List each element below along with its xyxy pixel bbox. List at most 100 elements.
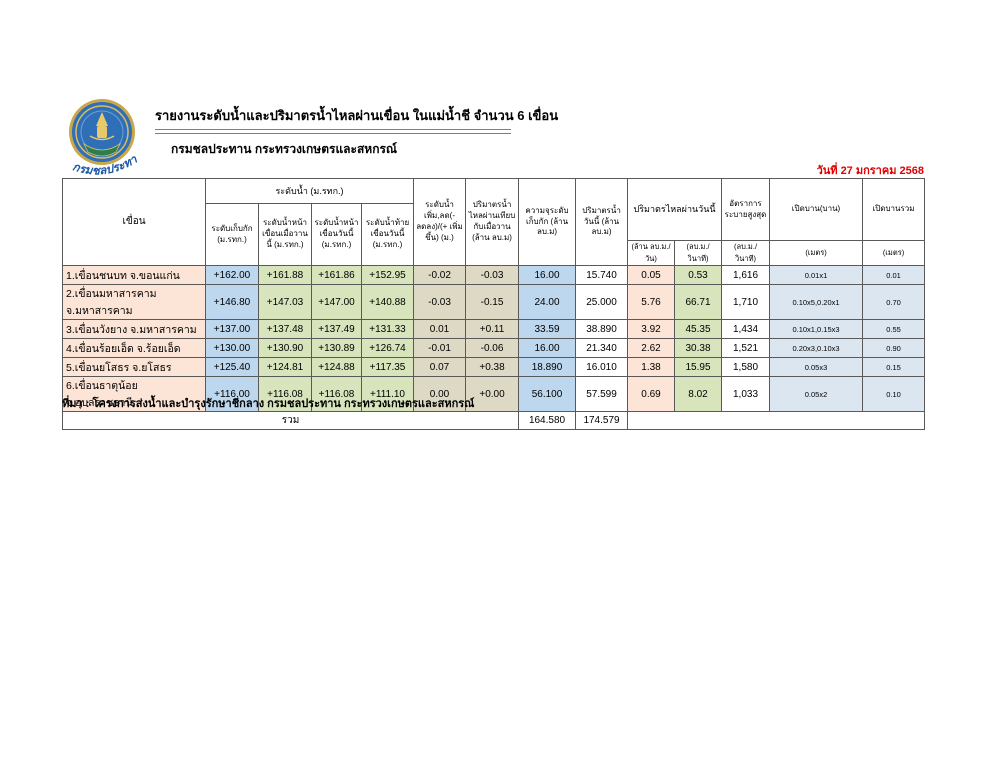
value-cell: 0.90 xyxy=(862,338,926,358)
col-header-gate-opening: เปิดบาน(บาน) xyxy=(769,178,864,241)
value-cell: +147.00 xyxy=(311,284,362,320)
report-date: วันที่ 27 มกราคม 2568 xyxy=(816,165,924,177)
value-cell: 0.01 xyxy=(862,265,926,285)
value-cell: 1,710 xyxy=(721,284,771,320)
dam-name-cell: 4.เขื่อนร้อยเอ็ด จ.ร้อยเอ็ด xyxy=(62,338,206,358)
value-cell: 1,521 xyxy=(721,338,771,358)
table-row: 3.เขื่อนวังยาง จ.มหาสารคาม +137.00 +137.48… xyxy=(62,319,926,339)
rid-seal-icon: กรมชลประทาน xyxy=(60,87,140,177)
value-cell: 18.890 xyxy=(518,357,577,377)
value-cell: 1,616 xyxy=(721,265,771,285)
table-row: 4.เขื่อนร้อยเอ็ด จ.ร้อยเอ็ด +130.00 +130.9… xyxy=(62,338,926,358)
value-cell: +111.10 xyxy=(360,376,415,412)
value-cell: +137.48 xyxy=(258,319,312,339)
value-cell: +130.89 xyxy=(311,338,362,358)
value-cell: 66.71 xyxy=(674,284,723,320)
table-row: 6.เขื่อนธาตุน้อย จ.อุบลราชธานี +116.00 +11… xyxy=(62,376,926,412)
report-table-wrap: เขื่อน ระดับน้ำ (ม.รทก.) ระดับน้ำ เพิ่ม,… xyxy=(61,178,926,430)
rid-logo: กรมชลประทาน xyxy=(60,87,156,188)
value-cell: +161.86 xyxy=(311,265,362,285)
value-cell: +124.88 xyxy=(311,357,362,377)
page-title: รายงานระดับน้ำและปริมาตรน้ำไหลผ่านเขื่อน… xyxy=(155,108,559,123)
col-header-max-discharge: อัตราการระบายสูงสุด xyxy=(721,178,771,241)
value-cell: 0.00 xyxy=(413,376,467,412)
value-cell: 56.100 xyxy=(518,376,577,412)
value-cell: 57.599 xyxy=(575,376,629,412)
dam-name-cell: 3.เขื่อนวังยาง จ.มหาสารคาม xyxy=(62,319,206,339)
value-cell: +116.00 xyxy=(205,376,259,412)
value-cell: +146.80 xyxy=(205,284,259,320)
value-cell: +0.38 xyxy=(465,357,520,377)
value-cell: 0.70 xyxy=(862,284,926,320)
value-cell: +131.33 xyxy=(360,319,415,339)
value-cell: 0.01x1 xyxy=(769,265,864,285)
value-cell: 0.05 xyxy=(627,265,676,285)
value-cell: 0.01 xyxy=(413,319,467,339)
unit-flow-per-sec: (ลบ.ม./วินาที) xyxy=(674,240,723,266)
col-header-dam: เขื่อน xyxy=(62,178,206,266)
value-cell: +126.74 xyxy=(360,338,415,358)
value-cell: +140.88 xyxy=(360,284,415,320)
value-cell: -0.03 xyxy=(413,284,467,320)
value-cell: 0.20x3,0.10x3 xyxy=(769,338,864,358)
value-cell: -0.01 xyxy=(413,338,467,358)
value-cell: 0.53 xyxy=(674,265,723,285)
value-cell: 16.010 xyxy=(575,357,629,377)
value-cell: +125.40 xyxy=(205,357,259,377)
total-row: รวม 164.580 174.579 xyxy=(61,411,926,430)
value-cell: +147.03 xyxy=(258,284,312,320)
dam-name-cell: 2.เขื่อนมหาสารคาม จ.มหาสารคาม xyxy=(62,284,206,320)
value-cell: 0.10 xyxy=(862,376,926,412)
value-cell: 0.05x2 xyxy=(769,376,864,412)
value-cell: 16.00 xyxy=(518,265,577,285)
value-cell: 1,033 xyxy=(721,376,771,412)
value-cell: +117.35 xyxy=(360,357,415,377)
value-cell: 1.38 xyxy=(627,357,676,377)
total-label: รวม xyxy=(61,411,520,430)
value-cell: 0.55 xyxy=(862,319,926,339)
table-body: 1.เขื่อนชนบท จ.ขอนแก่น +162.00 +161.88 +161… xyxy=(62,265,926,412)
value-cell: -0.03 xyxy=(465,265,520,285)
col-header-gate-total: เปิดบานรวม xyxy=(862,178,926,241)
value-cell: 38.890 xyxy=(575,319,629,339)
col-header-capacity: ความจุระดับเก็บกัก (ล้าน ลบ.ม) xyxy=(518,178,577,266)
value-cell: 0.05x3 xyxy=(769,357,864,377)
dam-report-table: เขื่อน ระดับน้ำ (ม.รทก.) ระดับน้ำ เพิ่ม,… xyxy=(61,178,926,430)
value-cell: 33.59 xyxy=(518,319,577,339)
dam-name-cell: 1.เขื่อนชนบท จ.ขอนแก่น xyxy=(62,265,206,285)
table-row: 5.เขื่อนยโสธร จ.ยโสธร +125.40 +124.81 +124.… xyxy=(62,357,926,377)
value-cell: +161.88 xyxy=(258,265,312,285)
table-row: 1.เขื่อนชนบท จ.ขอนแก่น +162.00 +161.88 +161… xyxy=(62,265,926,285)
value-cell: 0.69 xyxy=(627,376,676,412)
value-cell: 1,580 xyxy=(721,357,771,377)
value-cell: 0.10x1,0.15x3 xyxy=(769,319,864,339)
value-cell: 15.740 xyxy=(575,265,629,285)
value-cell: -0.15 xyxy=(465,284,520,320)
value-cell: -0.02 xyxy=(413,265,467,285)
value-cell: 1,434 xyxy=(721,319,771,339)
value-cell: 16.00 xyxy=(518,338,577,358)
value-cell: 2.62 xyxy=(627,338,676,358)
total-empty-cell xyxy=(627,411,926,430)
value-cell: +130.90 xyxy=(258,338,312,358)
value-cell: +137.00 xyxy=(205,319,259,339)
value-cell: 30.38 xyxy=(674,338,723,358)
value-cell: 0.15 xyxy=(862,357,926,377)
title-underline xyxy=(155,128,511,134)
col-header-level-change: ระดับน้ำ เพิ่ม,ลด(-ลดลง)/(+ เพิ่มขึ้น) (… xyxy=(413,178,467,266)
page-subtitle: กรมชลประทาน กระทรวงเกษตรและสหกรณ์ xyxy=(171,141,398,156)
value-cell: +0.00 xyxy=(465,376,520,412)
unit-discharge-per-sec: (ลบ.ม./วินาที) xyxy=(721,240,771,266)
value-cell: +130.00 xyxy=(205,338,259,358)
value-cell: 21.340 xyxy=(575,338,629,358)
value-cell: 45.35 xyxy=(674,319,723,339)
value-cell: 8.02 xyxy=(674,376,723,412)
unit-gate-meters: (เมตร) xyxy=(769,240,864,266)
value-cell: 5.76 xyxy=(627,284,676,320)
col-header-retention-level: ระดับเก็บกัก (ม.รทก.) xyxy=(205,203,259,266)
total-volume: 174.579 xyxy=(575,411,629,430)
value-cell: +152.95 xyxy=(360,265,415,285)
value-cell: 25.000 xyxy=(575,284,629,320)
value-cell: +162.00 xyxy=(205,265,259,285)
